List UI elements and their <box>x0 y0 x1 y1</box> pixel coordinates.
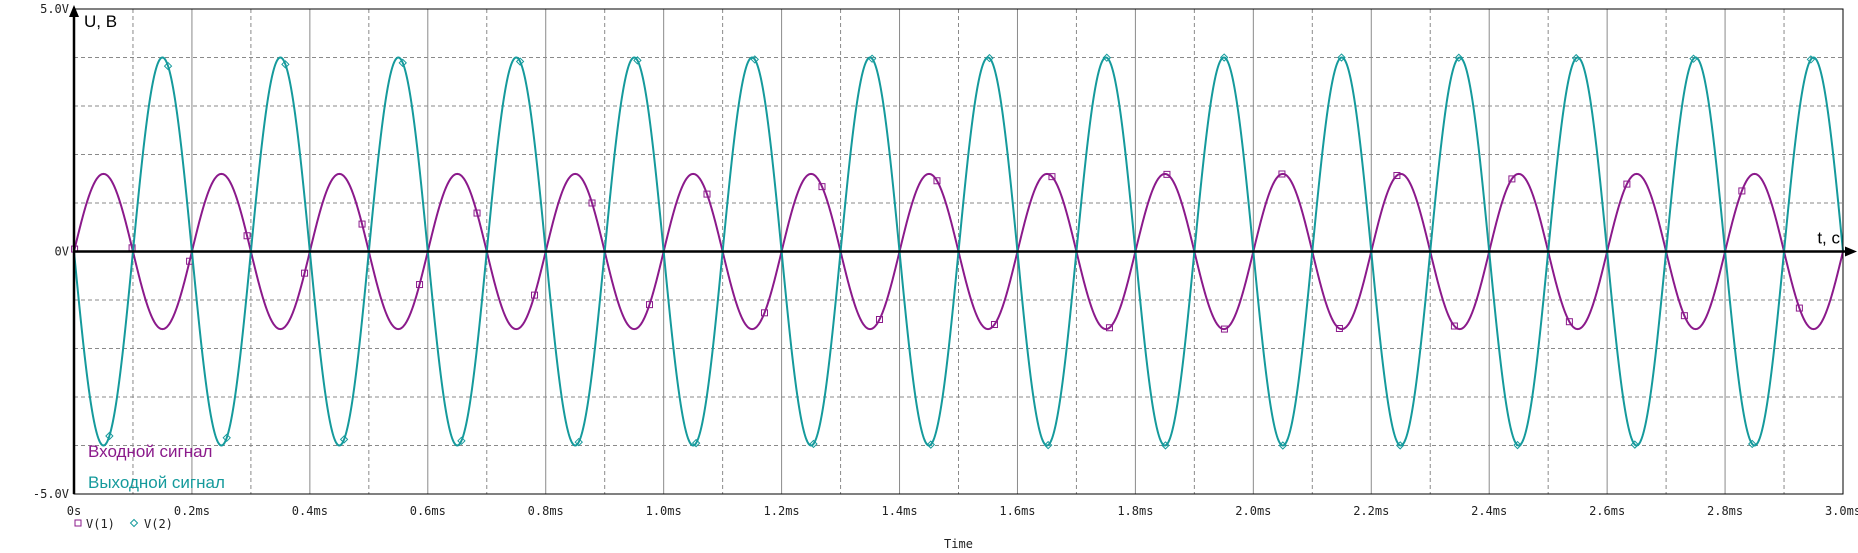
series-marker-square <box>1565 318 1573 326</box>
series-marker-square <box>1795 304 1803 312</box>
series-marker-square <box>1680 312 1688 320</box>
series-marker-square <box>358 220 366 228</box>
series-marker-diamond <box>691 438 701 448</box>
x-tick-label: 1.4ms <box>881 504 917 518</box>
x-tick-label: 1.2ms <box>764 504 800 518</box>
series-marker-diamond <box>457 436 466 446</box>
series-marker-diamond <box>1454 53 1464 62</box>
series-marker-diamond <box>1747 439 1757 449</box>
series-marker-diamond <box>574 437 583 447</box>
series-marker-square <box>1393 172 1401 180</box>
series-marker-square <box>990 321 998 329</box>
series-marker-diamond <box>515 57 525 66</box>
x-tick-label: 2.2ms <box>1353 504 1389 518</box>
x-tick-label: 2.0ms <box>1235 504 1271 518</box>
series-marker-diamond <box>1161 441 1170 450</box>
series-marker-square <box>818 183 826 191</box>
series-marker-square <box>646 301 654 309</box>
series-marker-diamond <box>1571 53 1581 63</box>
series-marker-square <box>1220 325 1228 333</box>
series-marker-square <box>1278 170 1286 178</box>
series-marker-diamond <box>398 58 407 68</box>
series-marker-square <box>1450 322 1458 330</box>
x-tick-label: 2.6ms <box>1589 504 1625 518</box>
x-tick-label: 3.0ms <box>1825 504 1858 518</box>
series-marker-square <box>760 309 768 317</box>
annotation-output-signal: Выходной сигнал <box>88 473 225 492</box>
series-marker-diamond <box>1219 53 1229 62</box>
series-marker-diamond <box>1278 441 1288 450</box>
series-marker-square <box>1508 175 1516 183</box>
series-marker-diamond <box>105 431 114 441</box>
series-marker-square <box>1163 170 1171 178</box>
series-marker-diamond <box>1102 53 1112 62</box>
x-tick-label: 0.4ms <box>292 504 328 518</box>
x-tick-label: 1.8ms <box>1117 504 1153 518</box>
y-axis-title: U, B <box>84 12 117 31</box>
series-marker-diamond <box>1337 53 1346 62</box>
series-marker-square <box>473 209 481 217</box>
series-marker-square <box>1105 324 1113 332</box>
series-marker-diamond <box>1689 54 1698 63</box>
x-tick-label: 1.0ms <box>646 504 682 518</box>
series-marker-diamond <box>1630 440 1640 449</box>
y-tick-label: 0V <box>55 245 69 259</box>
series-marker-square <box>1738 187 1746 195</box>
annotation-input-signal: Входной сигнал <box>88 442 212 461</box>
x-axis-arrow-title: t, c <box>1817 229 1840 248</box>
legend-label-v2: V(2) <box>144 517 173 531</box>
series-marker-square <box>1623 180 1631 188</box>
series-marker-diamond <box>1806 55 1816 64</box>
y-tick-label: -5.0V <box>33 487 69 501</box>
series-marker-diamond <box>1395 441 1405 450</box>
x-tick-label: 1.6ms <box>999 504 1035 518</box>
legend-label-v1: V(1) <box>86 517 115 531</box>
series-marker-square <box>301 269 309 277</box>
x-axis-arrow-icon <box>1845 246 1857 257</box>
series-marker-diamond <box>809 439 818 449</box>
series-marker-square <box>1048 173 1056 181</box>
x-tick-label: 0.8ms <box>528 504 564 518</box>
series-marker-square <box>588 199 596 207</box>
series-marker-square <box>416 281 424 289</box>
series-marker-diamond <box>339 435 349 444</box>
legend-marker-square-icon <box>74 519 82 527</box>
x-axis-title: Time <box>944 537 973 551</box>
series-marker-square <box>531 291 539 299</box>
series-marker-diamond <box>1043 440 1053 450</box>
series-marker-square <box>875 316 883 324</box>
x-tick-label: 0.6ms <box>410 504 446 518</box>
y-tick-label: 5.0V <box>40 2 69 16</box>
series-marker-square <box>703 190 711 198</box>
labels: 5.0V 0V -5.0V 0s 0.2ms 0.4ms 0.6ms 0.8ms 1.0ms 1.… <box>33 2 1858 551</box>
series-marker-diamond <box>926 440 935 449</box>
series-marker-diamond <box>281 60 290 69</box>
axes <box>69 5 1857 495</box>
x-tick-label: 2.4ms <box>1471 504 1507 518</box>
series-marker-diamond <box>867 54 877 63</box>
legend-marker-diamond-icon <box>129 518 139 528</box>
series-marker-diamond <box>750 55 759 64</box>
series-marker-diamond <box>633 56 642 65</box>
series-marker-diamond <box>985 53 994 63</box>
x-tick-label: 2.8ms <box>1707 504 1743 518</box>
series-marker-square <box>933 177 941 185</box>
series-marker-square <box>1335 324 1343 332</box>
series-marker-diamond <box>222 433 231 443</box>
series-marker-square <box>243 232 251 240</box>
y-axis-arrow-icon <box>69 5 79 17</box>
x-tick-label: 0.2ms <box>174 504 210 518</box>
x-tick-label: 0s <box>67 504 81 518</box>
series-marker-diamond <box>1513 440 1522 450</box>
series-marker-diamond <box>163 61 173 71</box>
